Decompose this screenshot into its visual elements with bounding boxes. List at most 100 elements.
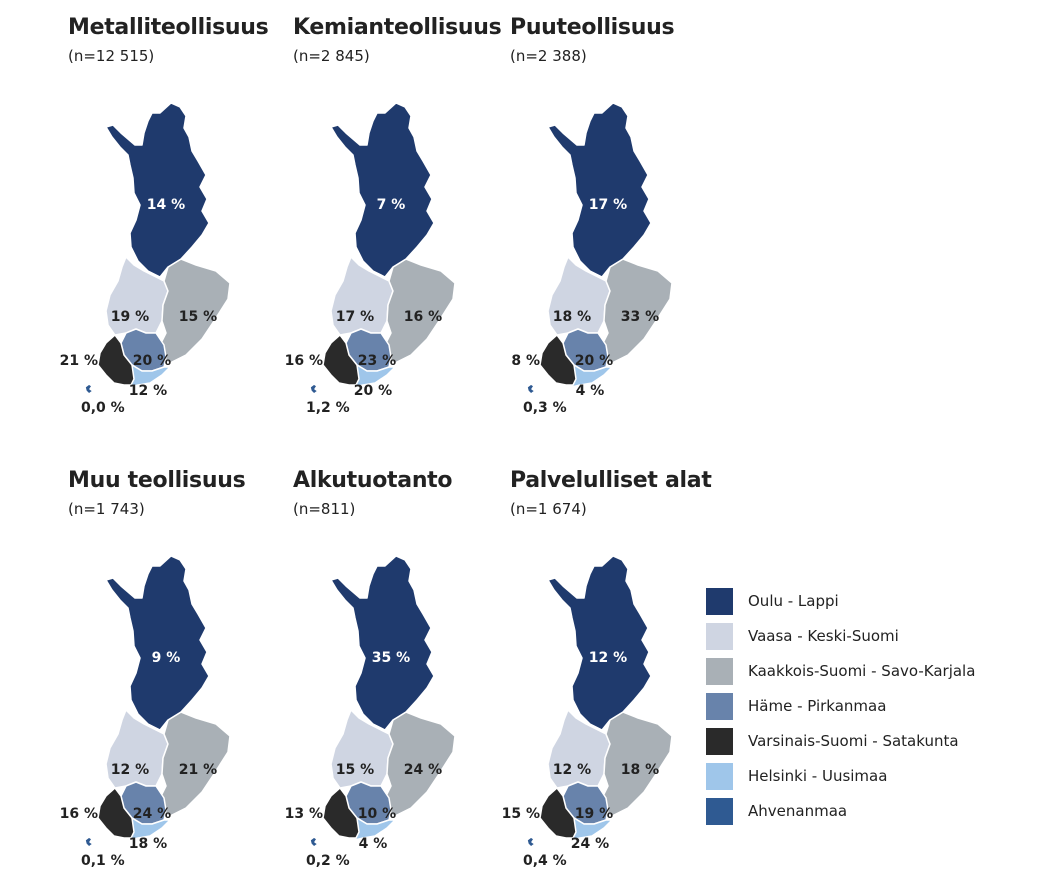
- value-label-oulu-lappi: 35 %: [372, 650, 410, 666]
- value-label-varsinais-suomi-satakunta: 15 %: [502, 806, 540, 822]
- value-label-kaakkois-suomi-savo-karjala: 16 %: [404, 309, 442, 325]
- panel-sample-size: (n=2 845): [293, 47, 370, 65]
- panel-sample-size: (n=811): [293, 500, 356, 518]
- region-helsinki-uusimaa: [571, 364, 613, 388]
- region-ahvenanmaa: [84, 836, 94, 848]
- value-label-helsinki-uusimaa: 24 %: [571, 836, 609, 852]
- region-oulu-lappi: [330, 555, 435, 731]
- region-helsinki-uusimaa: [354, 817, 396, 841]
- value-label-ahvenanmaa: 0,0 %: [81, 400, 125, 416]
- panel-sample-size: (n=12 515): [68, 47, 155, 65]
- value-label-kaakkois-suomi-savo-karjala: 18 %: [621, 762, 659, 778]
- value-label-varsinais-suomi-satakunta: 8 %: [511, 353, 540, 369]
- value-label-varsinais-suomi-satakunta: 16 %: [60, 806, 98, 822]
- finland-map: 7 % 17 % 16 % 23 % 16 % 20 %1,2 %: [285, 102, 456, 416]
- region-varsinais-suomi-satakunta: [539, 787, 581, 839]
- value-label-helsinki-uusimaa: 4 %: [359, 836, 388, 852]
- value-label-vaasa-keski-suomi: 18 %: [553, 309, 591, 325]
- value-label-oulu-lappi: 7 %: [377, 197, 406, 213]
- region-kaakkois-suomi-savo-karjala: [382, 711, 456, 817]
- region-helsinki-uusimaa: [354, 364, 396, 388]
- legend-label: Helsinki - Uusimaa: [748, 767, 888, 785]
- value-label-kaakkois-suomi-savo-karjala: 24 %: [404, 762, 442, 778]
- map-panel: Kemianteollisuus (n=2 845) 7 % 17 % 16 % 23 %…: [285, 15, 503, 416]
- legend-label: Varsinais-Suomi - Satakunta: [748, 732, 959, 750]
- value-label-varsinais-suomi-satakunta: 21 %: [60, 353, 98, 369]
- region-oulu-lappi: [547, 102, 652, 278]
- finland-map: 14 % 19 % 15 % 20 % 21 % 12 %0,0 %: [60, 102, 231, 416]
- region-varsinais-suomi-satakunta: [97, 787, 139, 839]
- panel-sample-size: (n=1 674): [510, 500, 587, 518]
- value-label-varsinais-suomi-satakunta: 16 %: [285, 353, 323, 369]
- value-label-vaasa-keski-suomi: 12 %: [111, 762, 149, 778]
- region-kaakkois-suomi-savo-karjala: [599, 258, 673, 364]
- value-label-oulu-lappi: 9 %: [152, 650, 181, 666]
- region-varsinais-suomi-satakunta: [97, 334, 139, 386]
- value-label-hame-pirkanmaa: 19 %: [575, 806, 613, 822]
- region-ahvenanmaa: [309, 836, 319, 848]
- value-label-vaasa-keski-suomi: 12 %: [553, 762, 591, 778]
- legend-swatch: [706, 728, 733, 755]
- legend-label: Häme - Pirkanmaa: [748, 697, 887, 715]
- finland-map: 35 % 15 % 24 % 10 % 13 % 4 % 0,2 %: [285, 555, 456, 869]
- value-label-oulu-lappi: 12 %: [589, 650, 627, 666]
- map-panel: Palvelulliset alat (n=1 674) 12 % 12 % 18 % 1…: [502, 468, 720, 869]
- region-kaakkois-suomi-savo-karjala: [599, 711, 673, 817]
- panel-title: Palvelulliset alat: [510, 468, 712, 493]
- value-label-hame-pirkanmaa: 20 %: [133, 353, 171, 369]
- legend-label: Ahvenanmaa: [748, 802, 848, 820]
- map-panel: Muu teollisuus (n=1 743) 9 % 12 % 21 % 24 % 16…: [60, 468, 278, 869]
- legend-label: Kaakkois-Suomi - Savo-Karjala: [748, 662, 976, 680]
- panel-sample-size: (n=1 743): [68, 500, 145, 518]
- panel-title: Metalliteollisuus: [68, 15, 269, 40]
- value-label-oulu-lappi: 14 %: [147, 197, 185, 213]
- value-label-helsinki-uusimaa: 20 %: [354, 383, 392, 399]
- legend-swatch: [706, 798, 733, 825]
- map-panel: Alkutuotanto (n=811) 35 % 15 % 24 % 10 % 13 % 4…: [285, 468, 503, 869]
- region-oulu-lappi: [330, 102, 435, 278]
- value-label-ahvenanmaa: 0,1 %: [81, 853, 125, 869]
- region-ahvenanmaa: [309, 383, 319, 395]
- value-label-vaasa-keski-suomi: 19 %: [111, 309, 149, 325]
- region-helsinki-uusimaa: [129, 817, 171, 841]
- region-helsinki-uusimaa: [129, 364, 171, 388]
- region-ahvenanmaa: [84, 383, 94, 395]
- value-label-ahvenanmaa: 0,2 %: [306, 853, 350, 869]
- region-varsinais-suomi-satakunta: [322, 334, 364, 386]
- panel-title: Muu teollisuus: [68, 468, 246, 493]
- region-ahvenanmaa: [526, 836, 536, 848]
- region-oulu-lappi: [105, 102, 210, 278]
- value-label-ahvenanmaa: 1,2 %: [306, 400, 350, 416]
- legend-label: Oulu - Lappi: [748, 592, 839, 610]
- region-varsinais-suomi-satakunta: [322, 787, 364, 839]
- value-label-helsinki-uusimaa: 4 %: [576, 383, 605, 399]
- value-label-helsinki-uusimaa: 18 %: [129, 836, 167, 852]
- value-label-ahvenanmaa: 0,3 %: [523, 400, 567, 416]
- value-label-kaakkois-suomi-savo-karjala: 33 %: [621, 309, 659, 325]
- value-label-hame-pirkanmaa: 23 %: [358, 353, 396, 369]
- region-kaakkois-suomi-savo-karjala: [157, 258, 231, 364]
- value-label-hame-pirkanmaa: 10 %: [358, 806, 396, 822]
- region-kaakkois-suomi-savo-karjala: [157, 711, 231, 817]
- region-oulu-lappi: [105, 555, 210, 731]
- value-label-hame-pirkanmaa: 24 %: [133, 806, 171, 822]
- legend-swatch: [706, 623, 733, 650]
- value-label-helsinki-uusimaa: 12 %: [129, 383, 167, 399]
- region-varsinais-suomi-satakunta: [539, 334, 581, 386]
- finland-map: 12 % 12 % 18 % 19 % 15 % 24 %0,4 %: [502, 555, 673, 869]
- panel-sample-size: (n=2 388): [510, 47, 587, 65]
- legend-swatch: [706, 763, 733, 790]
- region-kaakkois-suomi-savo-karjala: [382, 258, 456, 364]
- legend-swatch: [706, 658, 733, 685]
- value-label-vaasa-keski-suomi: 15 %: [336, 762, 374, 778]
- value-label-oulu-lappi: 17 %: [589, 197, 627, 213]
- value-label-kaakkois-suomi-savo-karjala: 15 %: [179, 309, 217, 325]
- panel-title: Kemianteollisuus: [293, 15, 502, 40]
- value-label-kaakkois-suomi-savo-karjala: 21 %: [179, 762, 217, 778]
- finland-map: 9 % 12 % 21 % 24 % 16 % 18 %0,1 %: [60, 555, 231, 869]
- map-panel: Puuteollisuus (n=2 388) 17 % 18 % 33 % 20 % 8 …: [510, 15, 720, 416]
- value-label-ahvenanmaa: 0,4 %: [523, 853, 567, 869]
- region-helsinki-uusimaa: [571, 817, 613, 841]
- finland-map: 17 % 18 % 33 % 20 % 8 % 4 % 0,3 %: [511, 102, 673, 416]
- legend-swatch: [706, 693, 733, 720]
